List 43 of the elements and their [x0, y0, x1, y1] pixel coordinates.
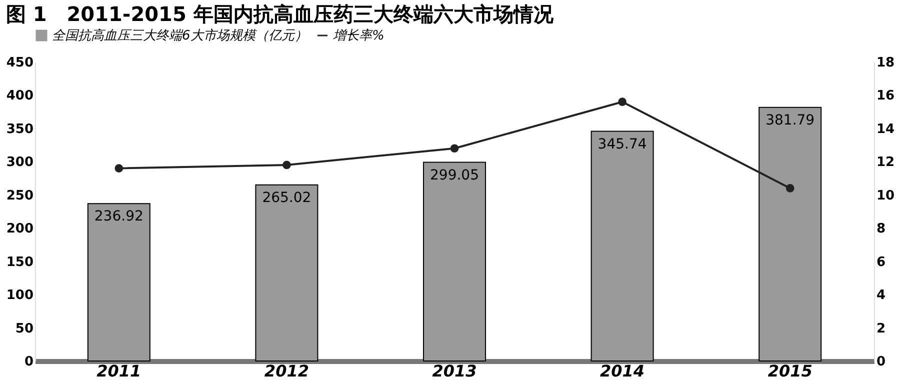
point	[450, 144, 459, 153]
bar	[423, 162, 486, 362]
y2-tick-label: 2	[876, 321, 886, 336]
y2-tick-label: 0	[876, 354, 886, 370]
y2-tick-label: 14	[876, 122, 895, 137]
point	[786, 184, 794, 192]
chart-title: 图 1 2011-2015 年国内抗高血压药三大终端六大市场情况	[6, 2, 554, 26]
y2-tick-label: 16	[876, 88, 895, 104]
y2-tick-label: 8	[876, 222, 886, 237]
y2-tick-label: 4	[876, 288, 886, 304]
point	[282, 160, 291, 170]
bar	[758, 106, 822, 362]
y-tick-label: 200	[6, 222, 34, 237]
y2-tick-label: 12	[876, 155, 895, 170]
bar	[590, 130, 654, 362]
point	[114, 164, 124, 172]
y-tick-label: 350	[6, 122, 34, 137]
x-tick-label: 2012	[264, 362, 309, 380]
data-label: 265.02	[262, 190, 312, 206]
point	[618, 98, 626, 106]
data-label: 381.79	[766, 112, 815, 128]
x-tick-label: 2013	[432, 362, 477, 380]
data-label: 236.92	[94, 208, 144, 225]
x-tick-label: 2014	[600, 362, 645, 380]
legend-label: 全国抗高血压三大终端6大市场规模（亿元）	[52, 28, 308, 44]
y-tick-label: 0	[24, 354, 34, 370]
y-tick-label: 50	[15, 321, 34, 336]
y2-tick-label: 10	[876, 188, 895, 204]
bar	[255, 184, 318, 362]
y-tick-label: 450	[6, 56, 34, 70]
y-tick-label: 250	[6, 188, 34, 204]
y-tick-label: 400	[6, 88, 34, 104]
y-tick-label: 100	[6, 288, 34, 304]
x-tick-label: 2015	[768, 362, 812, 380]
y-tick-label: 300	[6, 155, 34, 170]
bar	[87, 203, 150, 362]
y-tick-label: 150	[6, 254, 34, 270]
y2-tick-label: 18	[876, 56, 895, 70]
data-label: 345.74	[598, 136, 647, 152]
x-tick-label: 2011	[96, 362, 142, 380]
data-label: 299.05	[430, 167, 479, 184]
y2-tick-label: 6	[876, 254, 886, 270]
legend-label: 增长率%	[333, 28, 384, 44]
